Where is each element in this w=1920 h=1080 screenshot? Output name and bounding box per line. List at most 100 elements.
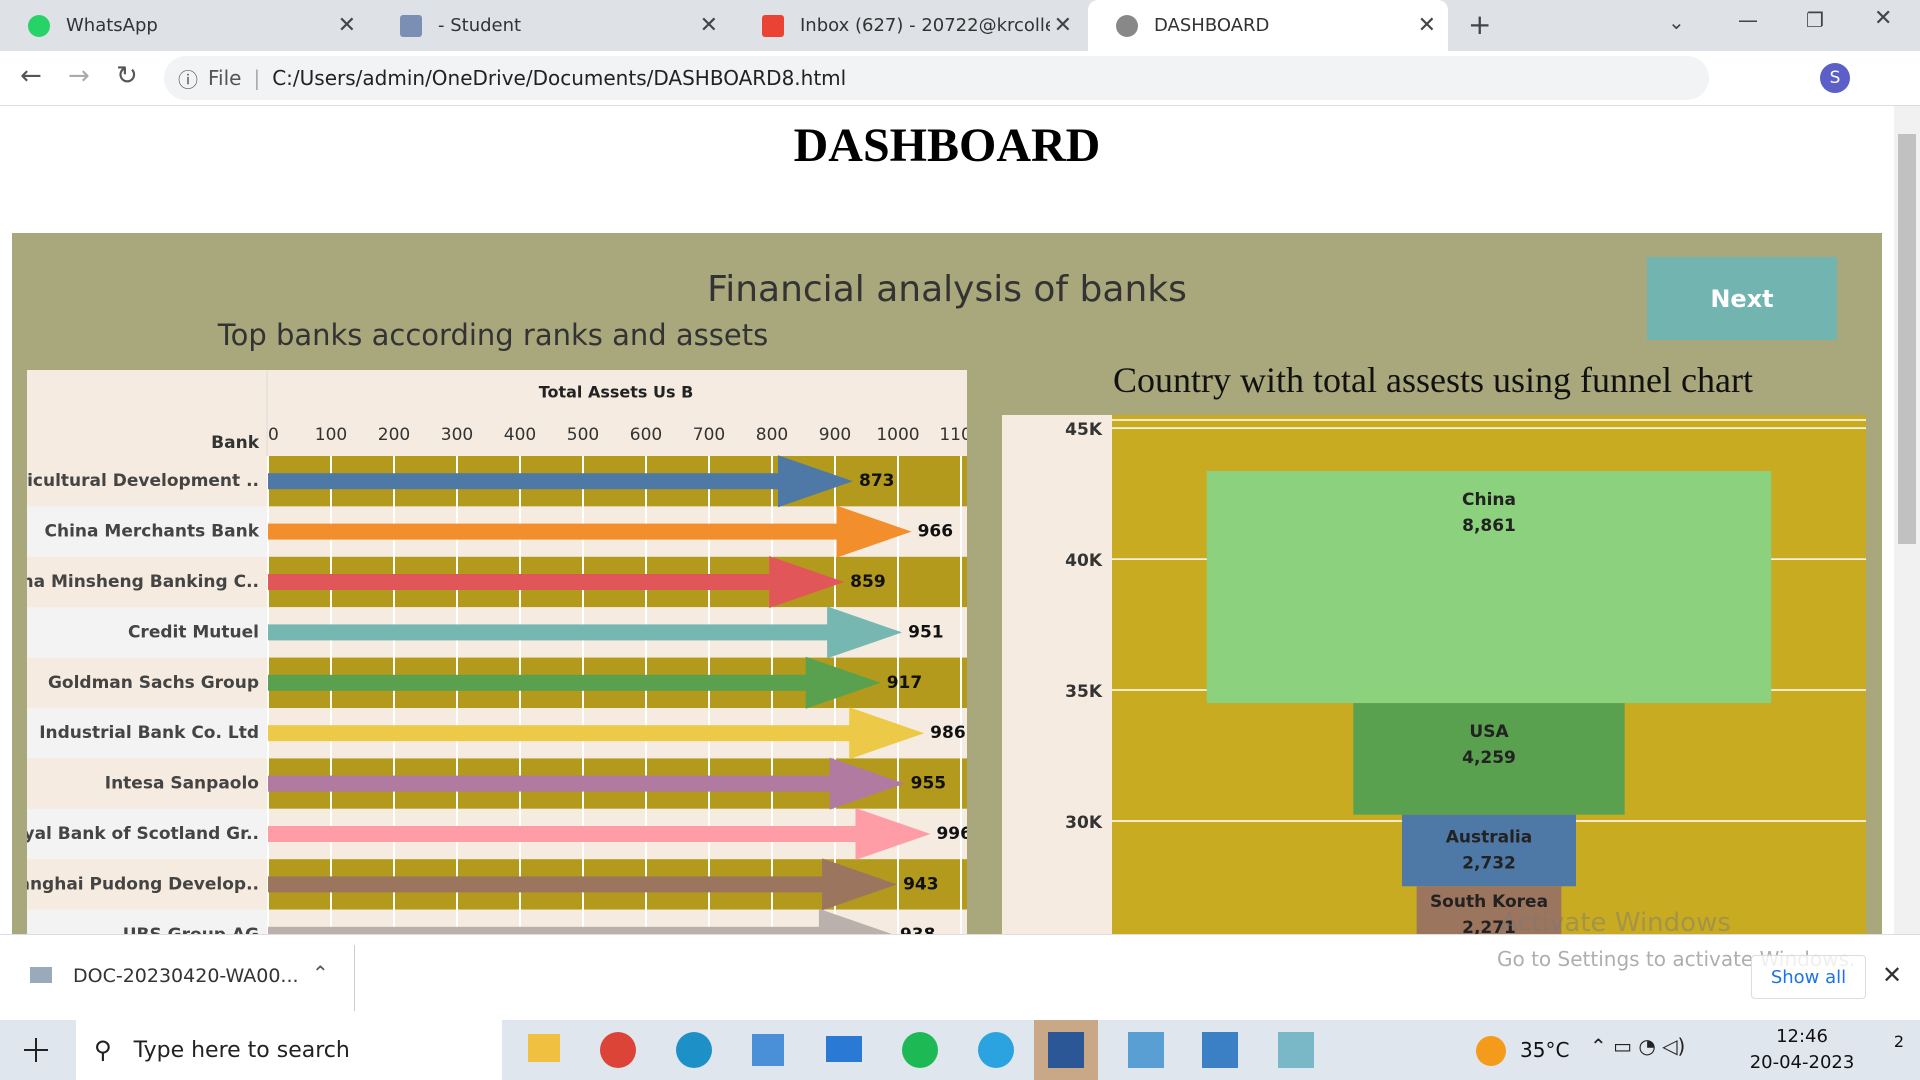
arrow-shaft: [268, 624, 868, 641]
arrow-head: [827, 606, 903, 659]
app-edge[interactable]: [676, 1032, 712, 1068]
clock-time[interactable]: 12:46: [1776, 1026, 1828, 1047]
arrow-head: [849, 707, 925, 760]
arrow-shaft: [268, 826, 896, 842]
arrow-bar: [268, 808, 931, 860]
arrow-bar: [268, 707, 925, 760]
x-tick-label: 200: [378, 425, 410, 445]
url: C:/Users/admin/OneDrive/Documents/DASHBO…: [272, 66, 847, 90]
tab-title: Inbox (627) - 20722@krcollege.n: [800, 15, 1050, 36]
tab[interactable]: Inbox (627) - 20722@krcollege.n✕: [734, 0, 1084, 51]
x-tick-label: 900: [819, 425, 851, 445]
app-word: [1048, 1032, 1084, 1068]
row-label-bg: [27, 808, 267, 860]
tab[interactable]: - Student ✕: [372, 0, 730, 51]
close-window[interactable]: ✕: [1874, 6, 1893, 31]
app-chrome[interactable]: [600, 1032, 636, 1068]
segment-label: South Korea: [1430, 892, 1548, 912]
bank-chart-title: Top banks according ranks and assets: [217, 318, 769, 352]
tab[interactable]: WhatsApp ✕: [0, 0, 368, 51]
arrow-head: [769, 556, 845, 608]
file-label: File: [208, 66, 242, 90]
start-button[interactable]: [24, 1038, 48, 1062]
y-tick-label: UBS Group AG: [123, 925, 259, 934]
row-label-bg: [27, 657, 267, 708]
segment-label: USA: [1469, 722, 1509, 742]
y-tick-label: Goldman Sachs Group: [48, 673, 259, 693]
tab-strip: WhatsApp ✕ - Student ✕ Inbox (627) - 20722…: [0, 0, 1920, 51]
tray-icons[interactable]: ⌃ ▭ ◔ ◁): [1590, 1034, 1686, 1058]
arrow-head: [805, 656, 881, 709]
tab-close[interactable]: ✕: [1417, 13, 1436, 38]
y-tick-label: China Minsheng Banking C..: [27, 572, 259, 592]
address-bar[interactable]: ⓘ File | C:/Users/admin/OneDrive/Documen…: [164, 56, 1709, 100]
restore[interactable]: ❐: [1806, 8, 1824, 32]
next-button[interactable]: Next: [1647, 257, 1837, 340]
app-spotify[interactable]: [902, 1032, 938, 1068]
tab-close[interactable]: ✕: [1053, 13, 1072, 38]
row-label-bg: [27, 758, 267, 809]
minimize[interactable]: —: [1738, 8, 1758, 32]
segment-label: Australia: [1446, 827, 1533, 847]
tab-active[interactable]: DASHBOARD ✕: [1088, 0, 1448, 51]
app-mail[interactable]: [826, 1036, 862, 1062]
x-tick-label: 0: [268, 425, 279, 445]
notifications[interactable]: 2: [1893, 1032, 1904, 1051]
clock-date[interactable]: 20-04-2023: [1749, 1052, 1855, 1073]
tab-close[interactable]: ✕: [337, 13, 356, 38]
tab-close[interactable]: ✕: [699, 13, 718, 38]
value-label: 955: [911, 774, 947, 794]
value-label: 966: [918, 522, 954, 542]
y-tick-label: 40K: [1065, 551, 1103, 571]
tab-title: WhatsApp: [66, 15, 158, 36]
forward-button[interactable]: →: [68, 61, 90, 91]
close-download-bar[interactable]: ✕: [1882, 961, 1903, 989]
y-tick-label: Royal Bank of Scotland Gr..: [27, 824, 259, 844]
profile-avatar[interactable]: S: [1820, 63, 1850, 93]
download-menu[interactable]: ⌃: [312, 961, 329, 985]
bank-chart: Total Assets Us B Bank 0 100 200 300 400 500 600…: [27, 370, 967, 934]
segment-label: China: [1462, 490, 1516, 510]
x-tick-label: 700: [693, 425, 725, 445]
show-all-button[interactable]: Show all: [1751, 955, 1866, 999]
new-tab[interactable]: +: [1468, 8, 1492, 41]
funnel-chart-title: Country with total assests using funnel …: [1113, 360, 1753, 400]
arrow-shaft: [268, 926, 859, 934]
weather-icon: [1476, 1036, 1506, 1066]
arrow-head: [829, 757, 905, 810]
axis-background: [1002, 415, 1112, 934]
row-label-bg: [27, 708, 267, 759]
tab-search[interactable]: ⌄: [1668, 10, 1685, 34]
app-word-active[interactable]: [1034, 1020, 1098, 1080]
app-photos[interactable]: [1202, 1032, 1238, 1068]
taskbar-search[interactable]: ⚲ Type here to search: [76, 1020, 502, 1080]
tab-title: - Student: [438, 15, 522, 36]
y-tick-label: 35K: [1065, 682, 1103, 702]
watermark-title: Activate Windows: [1500, 908, 1731, 938]
app-store[interactable]: [752, 1034, 784, 1066]
app-telegram[interactable]: [978, 1032, 1014, 1068]
value-label: 986: [930, 723, 966, 743]
y-tick-label: 30K: [1065, 813, 1103, 833]
x-tick-label: 800: [756, 425, 788, 445]
funnel-segment: [1401, 814, 1577, 887]
arrow-shaft: [268, 725, 890, 742]
value-label: 943: [903, 874, 939, 894]
app-other[interactable]: [1278, 1032, 1314, 1068]
tab-title: DASHBOARD: [1154, 15, 1270, 36]
search-placeholder: Type here to search: [133, 1037, 350, 1063]
reload-button[interactable]: ↻: [116, 61, 138, 91]
app-explorer[interactable]: [528, 1034, 560, 1062]
scrollbar[interactable]: [1894, 106, 1920, 934]
arrow-head: [836, 505, 912, 558]
arrow-shaft: [268, 876, 863, 893]
app-snip[interactable]: [1128, 1032, 1164, 1068]
back-button[interactable]: ←: [20, 61, 42, 91]
arrow-bar: [268, 757, 905, 810]
download-file[interactable]: DOC-20230420-WA00...: [73, 965, 299, 987]
value-label: 938: [900, 925, 936, 934]
scroll-thumb[interactable]: [1898, 134, 1916, 544]
arrow-head: [777, 455, 853, 508]
